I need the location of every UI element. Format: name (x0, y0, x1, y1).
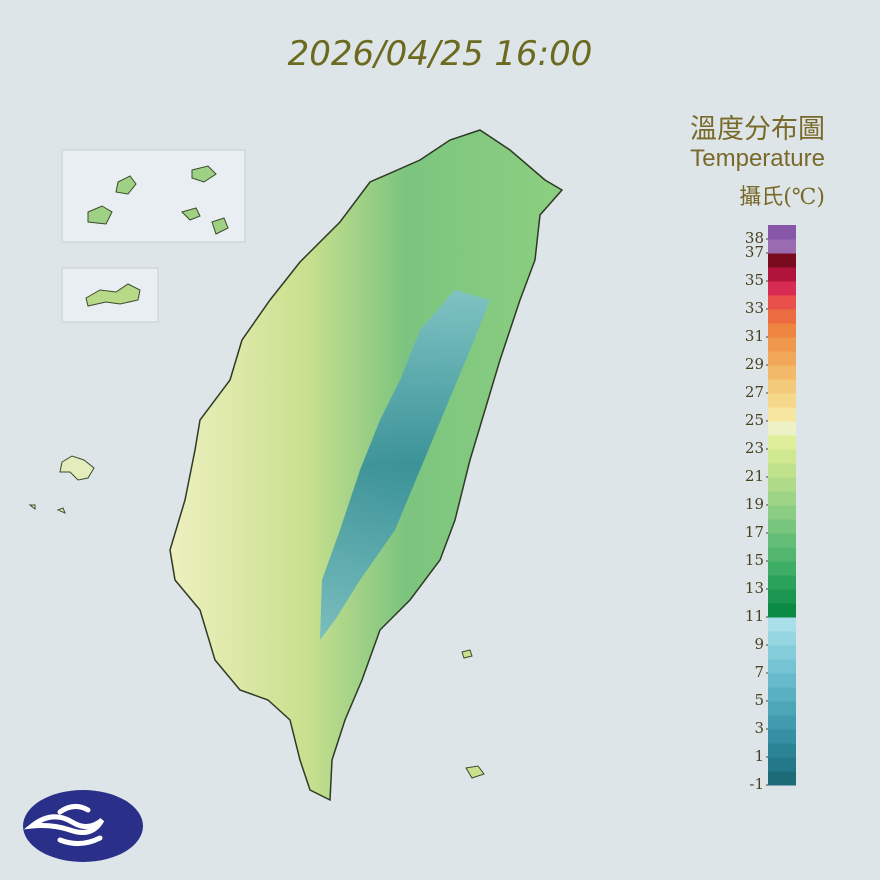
logo (23, 790, 143, 862)
legend-tick-label: 23 (745, 439, 764, 457)
legend-subtitle: Temperature (690, 145, 825, 172)
color-band (768, 323, 796, 338)
color-band (768, 547, 796, 562)
legend-tick-label: 15 (745, 551, 764, 569)
legend-tick-label: 27 (745, 383, 764, 401)
color-band (768, 701, 796, 716)
central-range (320, 290, 490, 640)
color-band (768, 631, 796, 646)
timestamp: 2026/04/25 16:00 (288, 34, 593, 74)
color-band (768, 365, 796, 380)
color-band (768, 575, 796, 590)
color-band (768, 645, 796, 660)
color-band (768, 435, 796, 450)
color-band (768, 561, 796, 576)
color-band (768, 267, 796, 282)
legend-tick-label: 25 (745, 411, 764, 429)
color-band (768, 463, 796, 478)
legend-title: 溫度分布圖 (690, 114, 825, 145)
color-band (768, 729, 796, 744)
color-band (768, 351, 796, 366)
color-band (768, 687, 796, 702)
color-band (768, 393, 796, 408)
color-band (768, 295, 796, 310)
legend-tick-label: 3 (754, 719, 764, 737)
legend-tick-label: 35 (745, 271, 764, 289)
color-band (768, 673, 796, 688)
legend-tick-label: 37 (745, 243, 764, 261)
inset-matsu (61, 149, 246, 243)
color-band (768, 771, 796, 786)
color-band (768, 491, 796, 506)
color-band (768, 603, 796, 618)
legend-tick-label: 1 (754, 747, 764, 765)
legend-tick-label: 7 (754, 663, 764, 681)
legend-tick-label: -1 (749, 775, 764, 793)
color-band (768, 477, 796, 492)
legend-tick-label: 5 (754, 691, 764, 709)
color-band (768, 519, 796, 534)
color-band (768, 589, 796, 604)
legend-tick-label: 21 (745, 467, 764, 485)
color-band (768, 407, 796, 422)
color-band (768, 757, 796, 772)
east-islands (461, 649, 485, 779)
color-band (768, 225, 796, 240)
color-band (768, 449, 796, 464)
color-band (768, 421, 796, 436)
legend-tick-label: 11 (745, 607, 764, 625)
color-band (768, 617, 796, 632)
color-band (768, 337, 796, 352)
color-band (768, 281, 796, 296)
color-band (768, 715, 796, 730)
legend-tick-label: 9 (754, 635, 764, 653)
color-band (768, 239, 796, 254)
legend-tick-label: 17 (745, 523, 764, 541)
legend-tick-label: 33 (745, 299, 764, 317)
legend-tick-label: 31 (745, 327, 764, 345)
inset-kinmen (61, 267, 159, 323)
color-band (768, 659, 796, 674)
legend-unit: 攝氏(℃) (739, 185, 825, 210)
legend-tick-label: 38 (745, 229, 764, 247)
color-band (768, 379, 796, 394)
color-band (768, 533, 796, 548)
legend-tick-label: 29 (745, 355, 764, 373)
legend-tick-label: 13 (745, 579, 764, 597)
penghu (28, 455, 95, 514)
legend-tick-label: 19 (745, 495, 764, 513)
color-band (768, 309, 796, 324)
color-band (768, 743, 796, 758)
color-band (768, 253, 796, 268)
color-band (768, 505, 796, 520)
